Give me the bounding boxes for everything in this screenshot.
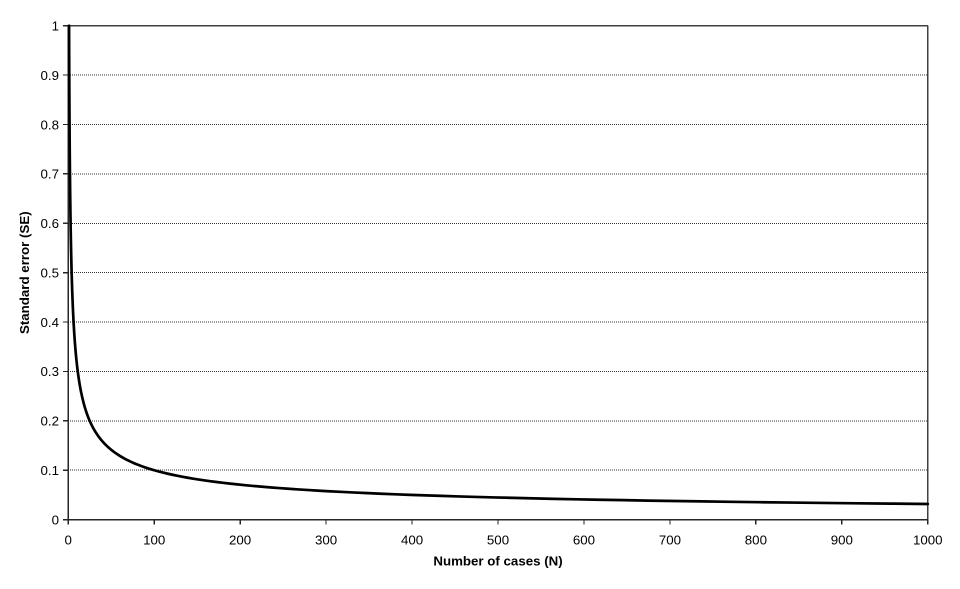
svg-text:0.9: 0.9: [41, 68, 60, 83]
svg-text:Standard error (SE): Standard error (SE): [17, 211, 32, 334]
svg-text:0.1: 0.1: [41, 463, 60, 478]
svg-text:0: 0: [64, 533, 71, 548]
svg-text:400: 400: [401, 533, 423, 548]
svg-text:0.7: 0.7: [41, 167, 60, 182]
svg-text:600: 600: [573, 533, 595, 548]
svg-text:300: 300: [315, 533, 337, 548]
svg-text:0: 0: [52, 512, 59, 527]
svg-text:900: 900: [831, 533, 853, 548]
svg-text:0.2: 0.2: [41, 414, 60, 429]
svg-text:0.5: 0.5: [41, 265, 60, 280]
svg-text:800: 800: [745, 533, 767, 548]
svg-text:500: 500: [487, 533, 509, 548]
svg-text:1: 1: [52, 19, 59, 34]
svg-text:200: 200: [229, 533, 251, 548]
svg-text:700: 700: [659, 533, 681, 548]
svg-text:100: 100: [143, 533, 165, 548]
svg-text:0.3: 0.3: [41, 364, 60, 379]
svg-text:0.8: 0.8: [41, 117, 60, 132]
svg-text:0.4: 0.4: [41, 315, 60, 330]
svg-text:1000: 1000: [913, 533, 943, 548]
svg-text:0.6: 0.6: [41, 216, 60, 231]
svg-text:Number of cases (N): Number of cases (N): [433, 553, 562, 568]
